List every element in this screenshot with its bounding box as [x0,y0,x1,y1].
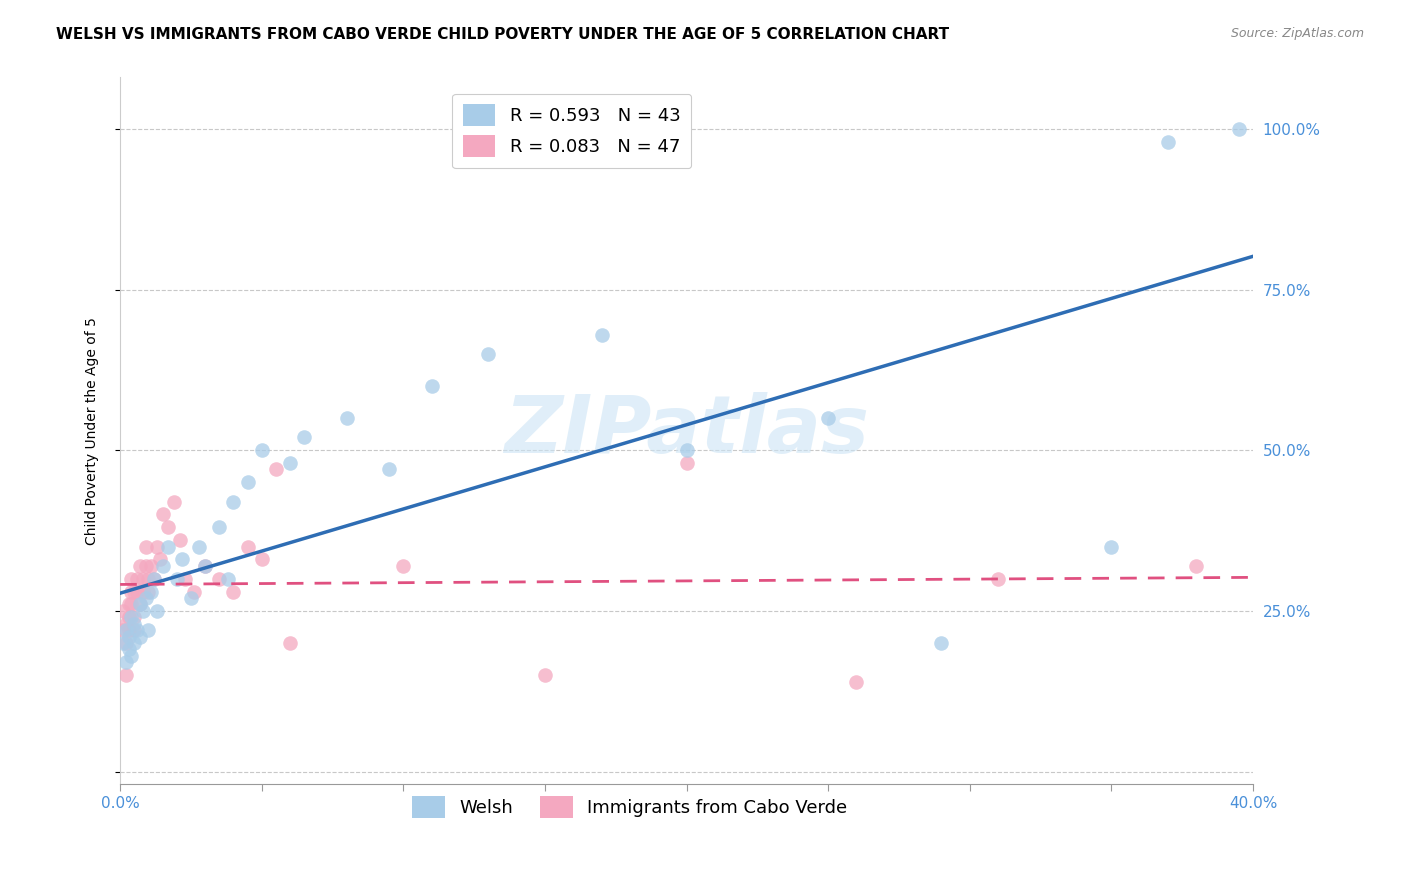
Point [591,327,613,342]
Point [194,558,217,573]
Point [845,674,868,689]
Point [117,610,139,624]
Point [132,572,155,586]
Point [250,552,273,566]
Point [124,610,146,624]
Point [146,604,169,618]
Point [129,558,152,573]
Point [114,656,136,670]
Point [188,540,211,554]
Point [169,533,191,548]
Point [124,584,146,599]
Point [117,623,139,637]
Point [143,572,166,586]
Text: WELSH VS IMMIGRANTS FROM CABO VERDE CHILD POVERTY UNDER THE AGE OF 5 CORRELATION: WELSH VS IMMIGRANTS FROM CABO VERDE CHIL… [56,27,949,42]
Point [124,623,146,637]
Point [931,636,953,650]
Point [141,584,163,599]
Point [132,584,155,599]
Point [250,443,273,458]
Point [127,584,149,599]
Point [135,540,157,554]
Legend: Welsh, Immigrants from Cabo Verde: Welsh, Immigrants from Cabo Verde [405,789,855,825]
Point [138,584,160,599]
Point [143,572,166,586]
Point [114,616,136,631]
Point [114,623,136,637]
Point [129,598,152,612]
Point [121,648,143,663]
Point [1099,540,1122,554]
Point [129,598,152,612]
Point [477,347,499,361]
Point [172,552,194,566]
Point [111,636,134,650]
Point [135,558,157,573]
Point [124,636,146,650]
Point [114,668,136,682]
Point [278,636,301,650]
Point [117,642,139,657]
Point [1185,558,1208,573]
Point [174,572,197,586]
Point [534,668,557,682]
Point [138,572,160,586]
Point [121,610,143,624]
Point [121,572,143,586]
Point [278,456,301,470]
Point [208,520,231,534]
Point [817,411,839,425]
Point [420,379,443,393]
Point [675,456,697,470]
Point [336,411,359,425]
Point [163,494,186,508]
Point [121,598,143,612]
Point [149,552,172,566]
Point [127,623,149,637]
Text: ZIPatlas: ZIPatlas [505,392,869,470]
Point [1227,121,1250,136]
Point [121,584,143,599]
Point [114,636,136,650]
Point [135,591,157,605]
Point [129,630,152,644]
Point [183,584,205,599]
Point [166,572,188,586]
Point [157,540,180,554]
Point [180,591,202,605]
Point [1157,135,1180,149]
Y-axis label: Child Poverty Under the Age of 5: Child Poverty Under the Age of 5 [86,317,100,545]
Point [127,572,149,586]
Point [236,540,259,554]
Text: Source: ZipAtlas.com: Source: ZipAtlas.com [1230,27,1364,40]
Point [208,572,231,586]
Point [111,623,134,637]
Point [392,558,415,573]
Point [987,572,1010,586]
Point [111,604,134,618]
Point [222,584,245,599]
Point [146,540,169,554]
Point [217,572,239,586]
Point [132,604,155,618]
Point [675,443,697,458]
Point [141,558,163,573]
Point [378,462,401,476]
Point [152,558,174,573]
Point [124,616,146,631]
Point [138,623,160,637]
Point [117,630,139,644]
Point [292,430,315,444]
Point [264,462,287,476]
Point [194,558,217,573]
Point [222,494,245,508]
Point [236,475,259,490]
Point [117,598,139,612]
Point [152,508,174,522]
Point [157,520,180,534]
